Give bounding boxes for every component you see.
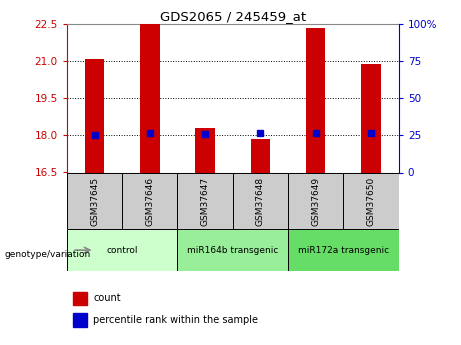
Text: GSM37647: GSM37647 <box>201 176 210 226</box>
Text: GSM37646: GSM37646 <box>145 176 154 226</box>
Bar <box>73 292 87 305</box>
Bar <box>67 229 177 271</box>
Bar <box>177 172 233 229</box>
Bar <box>195 128 215 172</box>
Bar <box>140 24 160 172</box>
Bar <box>85 59 104 172</box>
Text: GSM37649: GSM37649 <box>311 176 320 226</box>
Bar <box>251 139 270 172</box>
Bar <box>177 229 288 271</box>
Bar <box>122 172 177 229</box>
Text: GSM37650: GSM37650 <box>366 176 376 226</box>
Text: percentile rank within the sample: percentile rank within the sample <box>94 315 259 325</box>
Title: GDS2065 / 245459_at: GDS2065 / 245459_at <box>160 10 306 23</box>
Bar <box>67 172 122 229</box>
Bar <box>73 313 87 327</box>
Text: GSM37648: GSM37648 <box>256 176 265 226</box>
Text: miR172a transgenic: miR172a transgenic <box>298 246 389 255</box>
Text: GSM37645: GSM37645 <box>90 176 99 226</box>
Text: control: control <box>106 246 138 255</box>
Text: count: count <box>94 294 121 304</box>
Text: genotype/variation: genotype/variation <box>5 250 91 259</box>
Bar <box>343 172 399 229</box>
Bar <box>288 229 399 271</box>
Bar <box>306 28 325 172</box>
Bar <box>361 64 381 172</box>
Bar <box>233 172 288 229</box>
Text: miR164b transgenic: miR164b transgenic <box>187 246 278 255</box>
Bar <box>288 172 343 229</box>
